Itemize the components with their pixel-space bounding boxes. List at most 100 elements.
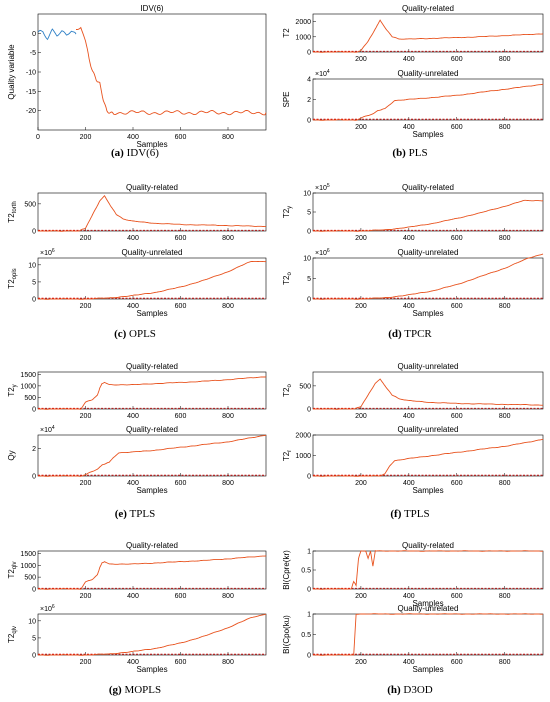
x-tick-label: 400 <box>403 659 415 666</box>
y-tick-label: 0 <box>32 407 36 414</box>
chart-panel-g1: Quality-related 200 400 600 800 0 500 1000 1500T… <box>7 541 267 600</box>
chart-title: Quality-related <box>126 425 178 434</box>
chart-panel-f2: Quality-unrelated 200 400 600 800 0 1000 2000 Sa… <box>282 425 544 495</box>
x-tick-label: 200 <box>80 413 92 420</box>
chart-panel-a: IDV(6) 0 200 400 600 800 0 -5 -10 -15 -20 Samples Qu… <box>7 4 267 149</box>
x-tick-label: 600 <box>175 134 187 141</box>
y-tick-label: 1000 <box>20 563 36 570</box>
y-axis-label: T2qlv <box>7 561 18 578</box>
y-tick-label: 2000 <box>295 19 311 26</box>
x-tick-label: 800 <box>499 659 511 666</box>
x-tick-label: 800 <box>499 303 511 310</box>
x-tick-label: 200 <box>355 413 367 420</box>
chart-title: Quality-unrelated <box>122 248 183 257</box>
x-tick-label: 800 <box>499 593 511 600</box>
x-tick-label: 200 <box>355 593 367 600</box>
series-line <box>37 434 267 477</box>
chart-panel-d1: Quality-related ×105 200 400 600 800 0 5 10 T2y <box>282 183 544 242</box>
plot-frame <box>312 13 544 53</box>
y-tick-label: 10 <box>303 191 311 198</box>
caption-h: (h) D3OD <box>387 684 433 696</box>
x-tick-label: 400 <box>403 413 415 420</box>
x-tick-label: 400 <box>403 235 415 242</box>
chart-panel-c1: Quality-related 200 400 600 800 0 500 T2torth <box>7 183 267 242</box>
y-tick-label: 10 <box>28 262 36 269</box>
plot-frame <box>37 257 267 300</box>
series-line <box>38 555 267 590</box>
series-line <box>37 28 77 41</box>
y-tick-label: 0 <box>307 229 311 236</box>
y-axis-label: Qy <box>7 450 16 460</box>
x-tick-label: 600 <box>175 235 187 242</box>
chart-panel-h1: Quality-related 200 400 600 800 0 0.5 1 Samples B… <box>282 541 544 608</box>
plot-frame <box>37 371 267 410</box>
y-tick-label: 0 <box>307 407 311 414</box>
y-tick-label: 4 <box>307 77 311 84</box>
y-tick-label: 5 <box>32 279 36 286</box>
series-line <box>37 613 267 656</box>
y-tick-label: 2 <box>32 446 36 453</box>
chart-panel-g2: ×106 200 400 600 800 0 5 10 Samples T2qlv <box>7 604 267 674</box>
caption-e: (e) TPLS <box>114 508 156 520</box>
y-tick-label: 500 <box>299 383 311 390</box>
y-tick-label: 0 <box>307 297 311 304</box>
axis-exponent: ×106 <box>315 248 330 257</box>
y-axis-label: SPE <box>282 91 291 107</box>
x-tick-label: 600 <box>451 659 463 666</box>
x-tick-label: 800 <box>222 413 234 420</box>
y-tick-label: 0 <box>32 653 36 660</box>
y-axis-label: BI(Cpo(ku) <box>282 615 291 654</box>
y-tick-label: -20 <box>26 108 36 115</box>
y-tick-label: 1 <box>307 549 311 556</box>
plot-frame <box>37 434 267 477</box>
axis-exponent: ×105 <box>315 183 330 192</box>
y-tick-label: 5 <box>32 635 36 642</box>
caption-a: (a) IDV(6) <box>111 147 159 159</box>
y-tick-label: 0.5 <box>301 632 311 639</box>
caption-f: (f) TPLS <box>390 508 430 520</box>
x-axis-label: Samples <box>136 486 167 495</box>
y-axis-label: BI(Cpre(kr) <box>282 550 291 590</box>
y-axis-label: Quality variable <box>7 44 16 100</box>
y-axis-label: T2opls <box>7 268 18 288</box>
x-tick-label: 200 <box>80 235 92 242</box>
x-tick-label: 400 <box>403 124 415 131</box>
x-tick-label: 400 <box>127 413 139 420</box>
y-tick-label: 500 <box>24 575 36 582</box>
y-tick-label: 2 <box>307 97 311 104</box>
x-axis-label: Samples <box>412 599 443 608</box>
x-tick-label: 400 <box>127 303 139 310</box>
y-tick-label: 0 <box>307 587 311 594</box>
series-line <box>38 194 267 232</box>
chart-title: Quality-unrelated <box>398 248 459 257</box>
y-tick-label: 0 <box>307 653 311 660</box>
x-tick-label: 600 <box>451 303 463 310</box>
x-tick-label: 200 <box>80 480 92 487</box>
x-tick-label: 800 <box>222 659 234 666</box>
chart-title: Quality-unrelated <box>398 362 459 371</box>
y-axis-label: T2 <box>282 28 291 38</box>
caption-d: (d) TPCR <box>388 328 432 340</box>
y-axis-label: T2torth <box>7 201 18 222</box>
x-tick-label: 600 <box>451 593 463 600</box>
plot-frame <box>312 78 544 121</box>
chart-title: Quality-related <box>126 183 178 192</box>
x-tick-label: 800 <box>222 303 234 310</box>
y-tick-label: 1500 <box>20 372 36 379</box>
chart-title: Quality-related <box>402 541 454 550</box>
series-line <box>313 199 544 232</box>
x-axis-label: Samples <box>412 486 443 495</box>
series-line <box>313 550 544 590</box>
y-axis-label: T2y <box>7 384 18 396</box>
plot-frame <box>37 550 267 590</box>
x-tick-label: 800 <box>499 56 511 63</box>
series-line <box>38 376 267 410</box>
series-line <box>313 19 544 53</box>
x-tick-label: 600 <box>175 480 187 487</box>
y-tick-label: 0 <box>32 297 36 304</box>
y-tick-label: 500 <box>24 395 36 402</box>
x-tick-label: 200 <box>80 303 92 310</box>
series-line <box>312 613 544 656</box>
x-tick-label: 800 <box>222 593 234 600</box>
x-axis-label: Samples <box>136 140 167 149</box>
